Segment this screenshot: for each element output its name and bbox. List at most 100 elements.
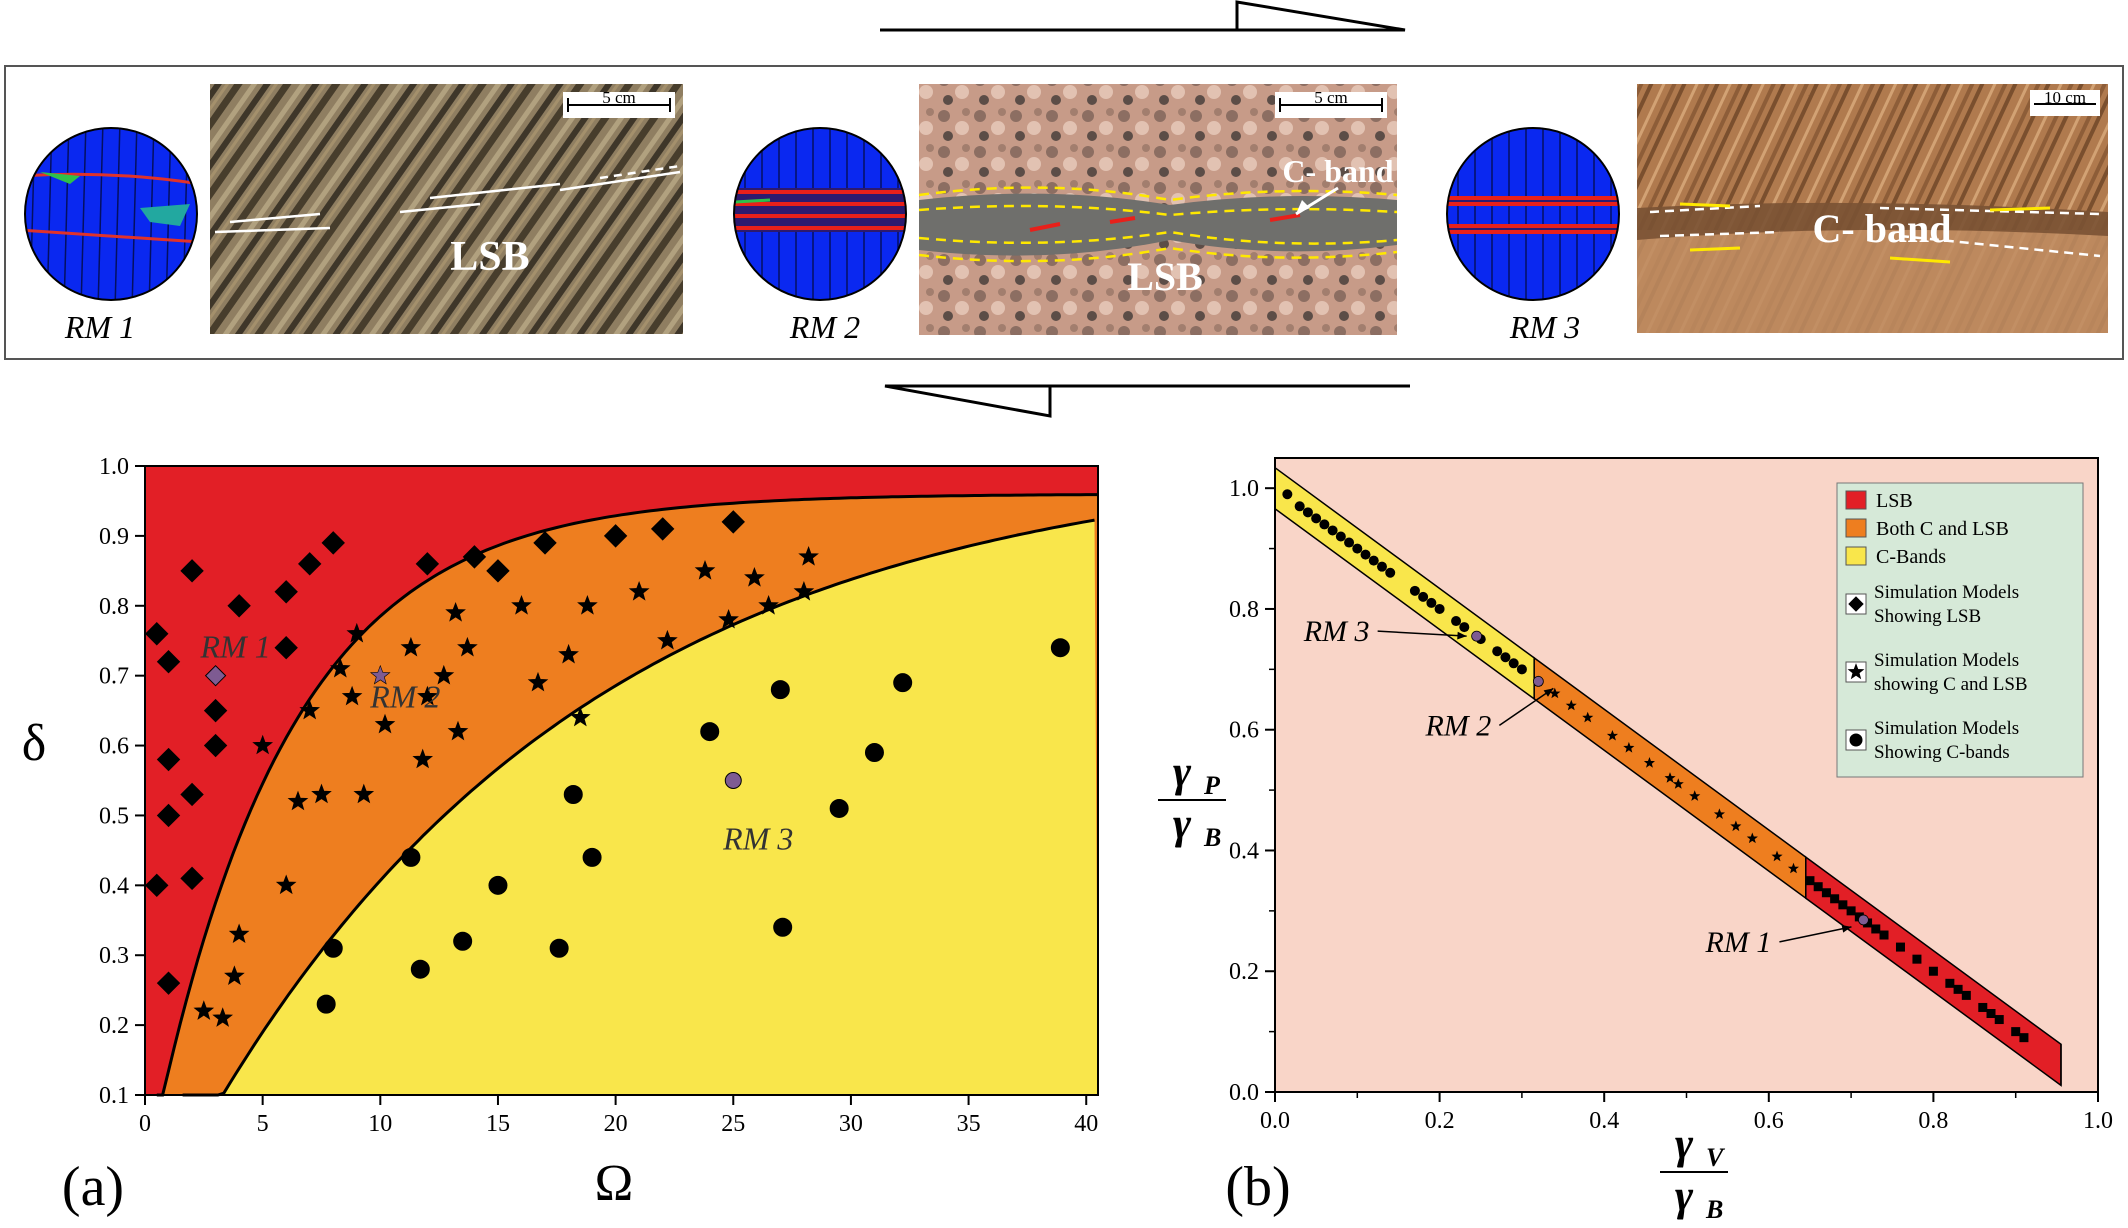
data-point-diamond — [274, 580, 298, 604]
data-point-star — [694, 559, 716, 580]
rm-point-marker — [204, 664, 227, 687]
data-point-diamond — [203, 733, 228, 758]
legend-swatch — [1845, 490, 1867, 510]
data-point-star — [311, 783, 332, 804]
data-point-star — [1582, 711, 1594, 723]
y-axis-label: δ — [22, 715, 47, 772]
data-point-star — [329, 657, 351, 678]
data-point-circle — [1319, 519, 1330, 530]
data-point-square — [1945, 978, 1955, 988]
x-axis-label-b: γ Vγ B — [1660, 1119, 1728, 1224]
data-point-star — [511, 594, 532, 615]
x-tick-label: 0.6 — [1754, 1108, 1784, 1134]
data-point-circle — [1335, 531, 1346, 542]
data-point-star — [1606, 729, 1619, 741]
data-point-circle — [549, 938, 569, 958]
data-point-circle — [1352, 543, 1363, 554]
rm-point-marker — [1532, 676, 1544, 687]
rm2-band-text: LSB — [1127, 254, 1203, 299]
rm1-scale: 5 cm — [602, 88, 636, 107]
model-3: RM 3 10 cm C- band — [1446, 84, 2108, 345]
x-tick-label: 20 — [604, 1111, 628, 1137]
data-point-circle — [1426, 597, 1437, 608]
data-point-star — [1672, 778, 1684, 789]
data-point-star — [412, 748, 434, 769]
data-point-star — [793, 580, 815, 601]
fraction-numerator-subscript: V — [1706, 1143, 1726, 1172]
data-point-star — [224, 965, 245, 985]
data-point-star — [353, 783, 375, 804]
rm-point-label: RM 3 — [1303, 615, 1370, 648]
model-2: RM 2 5 cm LSB C- band — [733, 84, 1398, 345]
data-point-circle — [1311, 513, 1322, 524]
data-point-circle — [700, 722, 720, 742]
x-tick-label: 0.0 — [1260, 1108, 1290, 1134]
legend-label: Simulation Models — [1874, 582, 2019, 603]
rm-pointer-line — [1498, 687, 1554, 727]
data-point-circle — [864, 743, 884, 763]
data-point-star — [1746, 832, 1758, 844]
simulation-circle-rm3 — [1446, 127, 1620, 301]
bottom-shear-arrow — [884, 384, 1410, 418]
rm-pointer-arrowhead — [1543, 688, 1554, 697]
data-point-diamond — [274, 636, 298, 660]
data-point-diamond — [415, 552, 440, 576]
fraction-denominator: γ — [1675, 1171, 1694, 1220]
data-point-square — [1953, 984, 1963, 994]
data-point-circle — [1360, 549, 1371, 560]
x-tick-label: 40 — [1074, 1111, 1098, 1137]
plot-frame-a — [144, 465, 1099, 1096]
data-point-star — [657, 629, 678, 650]
legend-label-line2: Showing C-bands — [1874, 742, 2010, 763]
x-tick-label: 0.2 — [1425, 1108, 1455, 1134]
x-tick-label: 15 — [486, 1111, 510, 1137]
data-point-diamond — [156, 971, 181, 995]
data-point-diamond — [145, 873, 169, 898]
y-tick-label: 0.4 — [1229, 838, 1259, 864]
data-point-diamond — [321, 531, 345, 555]
legend-label: Both C and LSB — [1876, 518, 2009, 540]
data-point-circle — [1385, 567, 1396, 578]
chart-a: RM 1 RM 2 RM 3 0 5 10 15 20 25 30 35 40 0.1 0.2 0.3 0.4… — [22, 454, 1099, 1218]
chart-b: RM 3 RM 2 RM 1 0.0 0.2 0.4 0.6 0.8 1.0 0.0 0.2 0.4 0… — [1158, 457, 2113, 1224]
x-tick-label: 0.8 — [1918, 1108, 1948, 1134]
data-point-square — [1830, 894, 1840, 904]
legend-label: Simulation Models — [1874, 650, 2019, 671]
boundary-lsb-both — [156, 493, 1098, 1097]
y-tick-label: 1.0 — [99, 454, 129, 480]
legend-label: LSB — [1876, 490, 1913, 512]
rm-point-label: RM 2 — [1424, 709, 1491, 742]
rm-point-label: RM 1 — [1705, 926, 1772, 959]
data-point-square — [1838, 900, 1848, 910]
data-point-square — [1986, 1009, 1996, 1019]
y-tick-label: 0.4 — [99, 873, 129, 899]
data-point-star — [1643, 757, 1655, 768]
x-tick-label: 0.4 — [1589, 1108, 1619, 1134]
rm-pointer-line — [1377, 630, 1467, 637]
rm-pointer-line — [1779, 926, 1852, 943]
data-point-square — [1978, 1002, 1988, 1012]
data-point-diamond — [650, 517, 675, 541]
data-point-diamond — [156, 649, 181, 674]
data-point-square — [1994, 1015, 2004, 1025]
data-point-star — [299, 699, 321, 720]
x-tick-label: 5 — [257, 1111, 269, 1137]
data-point-circle — [410, 959, 430, 979]
data-point-square — [1879, 930, 1889, 940]
rock-photo-rm2: 5 cm LSB C- band — [918, 84, 1398, 335]
data-point-diamond — [721, 510, 745, 534]
data-point-star — [252, 734, 274, 755]
legend-swatch — [1845, 518, 1867, 538]
data-point-circle — [893, 673, 913, 693]
data-point-star — [341, 685, 363, 706]
data-point-star — [1664, 772, 1676, 783]
data-point-circle — [1508, 658, 1519, 669]
y-tick-label: 0.6 — [99, 734, 129, 760]
data-point-star — [577, 594, 598, 615]
fraction-numerator-subscript: P — [1203, 771, 1221, 800]
data-point-star — [527, 671, 549, 692]
rm-point-label: RM 1 — [199, 629, 270, 665]
data-point-star — [1689, 790, 1701, 801]
data-point-circle — [582, 847, 602, 867]
